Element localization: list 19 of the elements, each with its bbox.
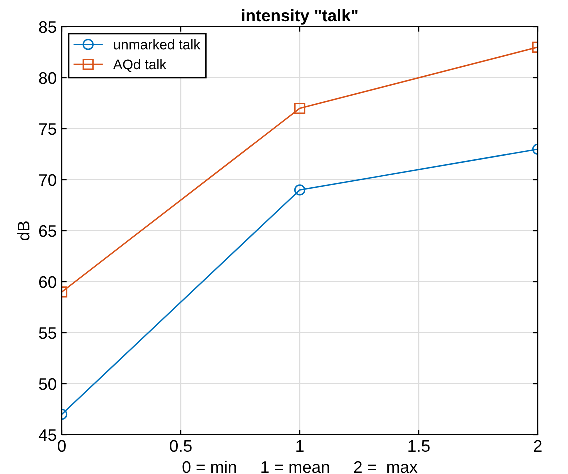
y-tick-label: 50	[39, 378, 56, 390]
x-tick-label: 0.5	[170, 440, 192, 452]
y-tick-label: 60	[39, 276, 56, 288]
x-tick-label: 0	[58, 440, 66, 452]
y-tick-label: 45	[38, 430, 56, 442]
x-axis-title: 0 = min 1 = mean 2 = max	[182, 460, 418, 474]
y-tick-label: 80	[39, 72, 56, 84]
legend-label: AQd talk	[113, 59, 167, 72]
y-tick-label: 75	[39, 124, 56, 136]
y-tick-label: 55	[39, 328, 56, 340]
y-tick-label: 70	[39, 174, 56, 186]
y-tick-label: 85	[39, 21, 56, 34]
y-tick-label: 65	[39, 225, 56, 238]
chart-title: intensity "talk"	[242, 9, 358, 25]
legend-label: unmarked talk	[114, 40, 201, 50]
x-tick-label: 1.5	[408, 440, 430, 452]
x-tick-label: 1	[296, 440, 304, 452]
x-tick-label: 2	[534, 440, 542, 452]
y-axis-title: dB	[18, 222, 30, 240]
